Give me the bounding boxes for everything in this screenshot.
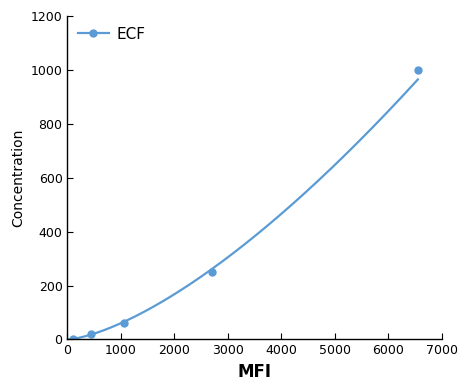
Legend: ECF: ECF <box>72 21 151 48</box>
Y-axis label: Concentration: Concentration <box>11 129 25 227</box>
X-axis label: MFI: MFI <box>238 363 272 381</box>
